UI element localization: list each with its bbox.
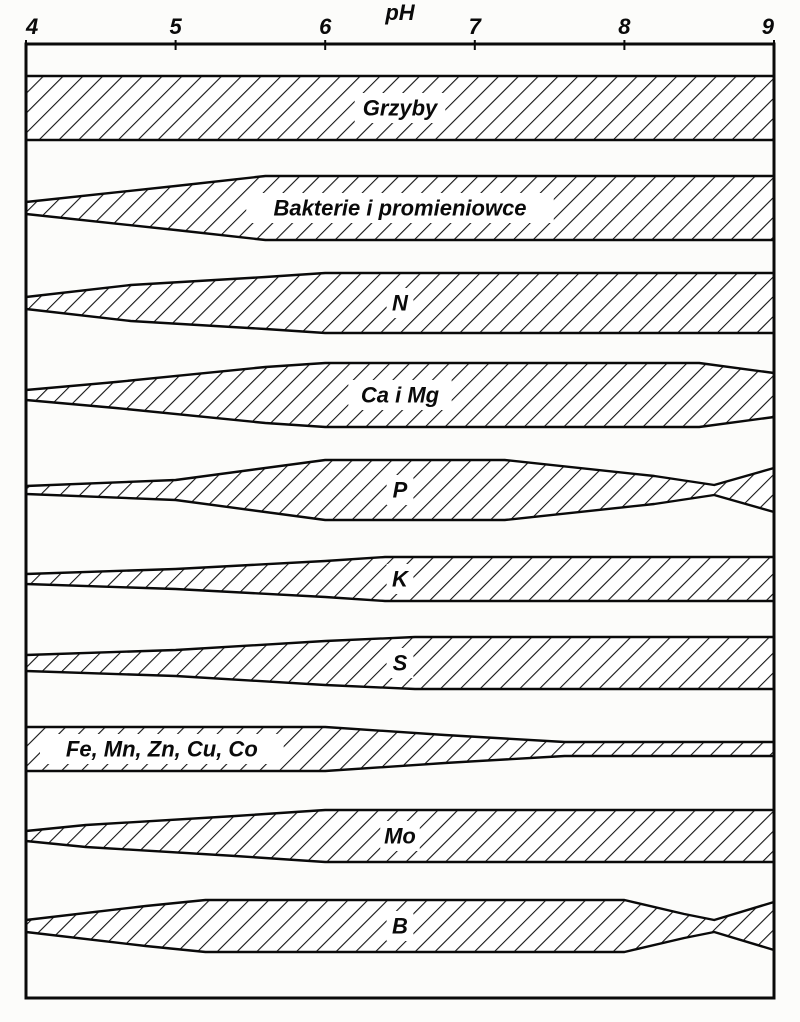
band-label-k: K <box>392 567 410 592</box>
axis-tick-label: 7 <box>469 14 483 39</box>
axis-tick-label: 4 <box>25 14 38 39</box>
axis-tick-label: 8 <box>618 14 631 39</box>
band-label-micros: Fe, Mn, Zn, Cu, Co <box>66 737 258 762</box>
band-label-b: B <box>392 914 408 939</box>
band-label-grzyby: Grzyby <box>363 96 439 121</box>
diagram-svg: 4 5 6 7 8 9 pH Grzyby Bakterie i promieniowce N Ca… <box>0 0 800 1022</box>
band-label-s: S <box>393 651 408 676</box>
axis-tick-label: 9 <box>762 14 775 39</box>
band-label-bakterie: Bakterie i promieniowce <box>273 196 526 221</box>
band-label-n: N <box>392 291 409 316</box>
axis-tick-label: 5 <box>169 14 182 39</box>
band-label-p: P <box>393 478 408 503</box>
axis-label: pH <box>384 0 415 25</box>
axis-tick-label: 6 <box>319 14 332 39</box>
band-label-mo: Mo <box>384 824 416 849</box>
ph-availability-diagram: 4 5 6 7 8 9 pH Grzyby Bakterie i promieniowce N Ca… <box>0 0 800 1022</box>
band-label-ca-mg: Ca i Mg <box>361 383 440 408</box>
